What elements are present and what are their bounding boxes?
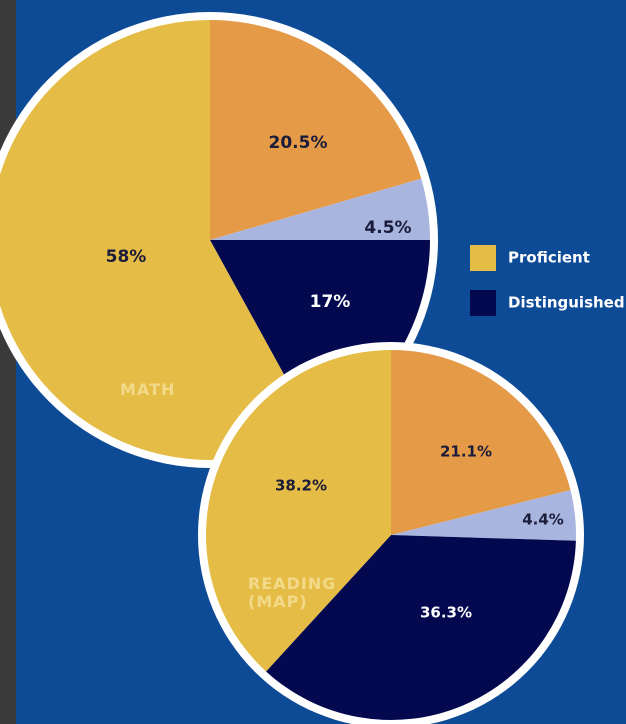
legend-label: Distinguished: [508, 294, 625, 312]
value-label: 36.3%: [420, 604, 472, 622]
photo-strip: [0, 0, 16, 724]
value-label: 58%: [106, 247, 147, 267]
value-label: 38.2%: [275, 477, 327, 495]
reading-pie: 21.1% 4.4% 36.3% 38.2%: [198, 342, 584, 724]
legend-label: Proficient: [508, 249, 590, 267]
value-label: 4.5%: [364, 218, 411, 238]
page: 20.5% 4.5% 17% 58% 21.1% 4.4% 36.3% 38.2% Prof…: [0, 0, 626, 724]
value-label: 21.1%: [440, 443, 492, 461]
pie-title: READING (MAP): [248, 575, 318, 611]
legend-swatch: [470, 290, 496, 316]
value-label: 20.5%: [269, 133, 328, 153]
value-label: 4.4%: [522, 511, 564, 529]
legend-swatch: [470, 245, 496, 271]
chart: 20.5% 4.5% 17% 58% 21.1% 4.4% 36.3% 38.2% Prof…: [0, 0, 626, 724]
pie-title: MATH: [120, 381, 175, 399]
value-label: 17%: [310, 292, 351, 312]
